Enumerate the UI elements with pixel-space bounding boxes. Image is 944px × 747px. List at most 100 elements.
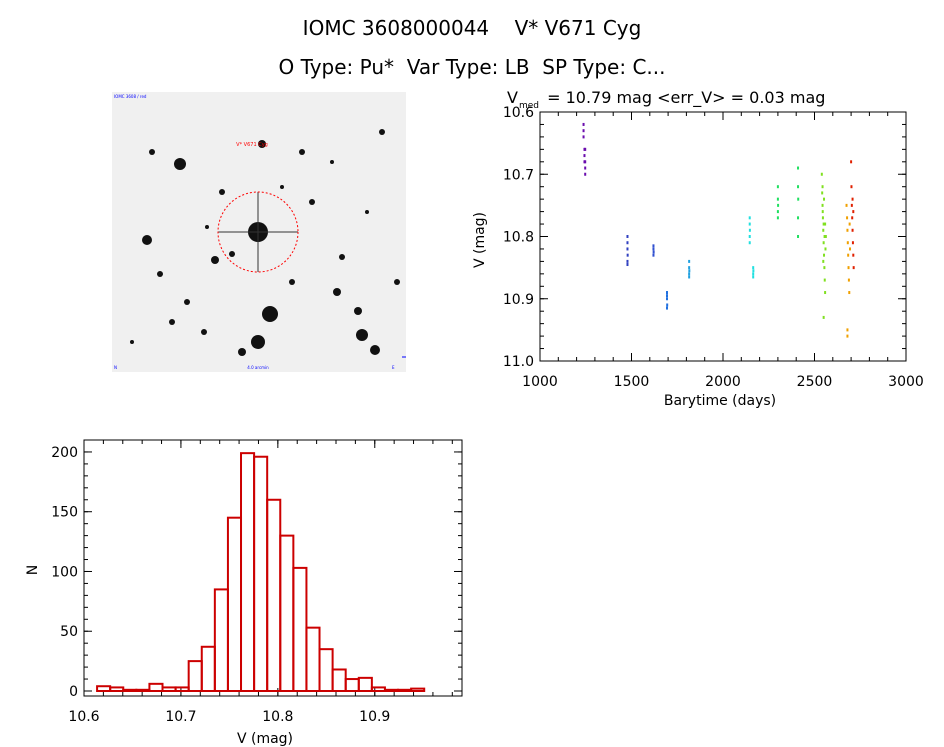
hist-y-axis-label: N bbox=[25, 565, 41, 575]
lc-data-point bbox=[666, 294, 669, 298]
lc-data-point bbox=[752, 266, 755, 270]
hist-frame bbox=[83, 439, 463, 697]
lc-data-point bbox=[823, 197, 826, 201]
lc-x-tick-label: 1500 bbox=[614, 374, 650, 390]
star-mark bbox=[365, 210, 369, 214]
lc-data-point bbox=[824, 235, 827, 238]
hist-bar bbox=[122, 688, 138, 692]
lc-data-point bbox=[748, 228, 751, 232]
hist-bar bbox=[109, 686, 125, 693]
lc-data-point bbox=[748, 235, 751, 238]
hist-y-tick-label: 0 bbox=[69, 684, 78, 700]
lc-axes: 1000 1500 2000 2500 3000 10.6 10.7 10.8 10.9 11.0 bbox=[503, 105, 924, 390]
lc-data-point bbox=[846, 216, 849, 220]
lc-data-point bbox=[626, 253, 629, 257]
lc-data-point bbox=[748, 222, 751, 226]
hist-bar bbox=[240, 452, 256, 692]
star-mark bbox=[251, 335, 265, 349]
lc-data-point bbox=[748, 241, 751, 245]
hist-y-tick-label: 200 bbox=[51, 445, 78, 461]
stamp-orientation-north: N bbox=[114, 365, 117, 370]
lc-data-point bbox=[821, 203, 824, 207]
star-mark bbox=[258, 140, 266, 148]
lc-x-tick-label: 1000 bbox=[522, 374, 558, 390]
hist-bar bbox=[410, 687, 426, 692]
lc-x-tick-label: 2000 bbox=[705, 374, 741, 390]
lc-data-point bbox=[850, 160, 853, 164]
hist-bar bbox=[292, 566, 308, 693]
lc-y-tick-label: 10.8 bbox=[503, 230, 534, 246]
lc-data-point bbox=[848, 222, 851, 226]
lc-data-point bbox=[823, 278, 826, 282]
lc-data-point bbox=[846, 334, 849, 338]
hist-x-tick-label: 10.8 bbox=[262, 709, 293, 725]
lc-data-point bbox=[824, 222, 827, 226]
lc-data-point bbox=[797, 166, 800, 170]
figure-title: IOMC 3608000044 V* V671 Cyg bbox=[302, 16, 642, 40]
star-mark bbox=[330, 160, 334, 164]
lc-data-point bbox=[846, 228, 849, 232]
lc-data-point bbox=[824, 291, 827, 295]
lc-data-point bbox=[688, 275, 691, 279]
lc-data-point bbox=[851, 241, 854, 245]
lc-y-tick-label: 10.9 bbox=[503, 292, 534, 308]
star-mark bbox=[142, 235, 152, 245]
lc-data-point bbox=[582, 135, 585, 139]
lc-data-point bbox=[582, 122, 585, 126]
lc-y-axis-label: V (mag) bbox=[472, 212, 488, 268]
lc-data-point bbox=[847, 266, 850, 270]
star-mark bbox=[370, 345, 380, 355]
lc-y-tick-label: 10.7 bbox=[503, 167, 534, 183]
lc-data-point bbox=[582, 129, 585, 133]
lc-x-axis-label: Barytime (days) bbox=[664, 393, 776, 409]
lc-data-point bbox=[688, 269, 691, 273]
star-mark bbox=[262, 306, 278, 322]
lc-frame bbox=[539, 111, 907, 362]
hist-bar bbox=[253, 455, 269, 692]
lc-data-point bbox=[776, 185, 779, 189]
lc-data-point bbox=[666, 303, 669, 307]
star-mark bbox=[219, 189, 225, 195]
lc-data-point bbox=[652, 244, 655, 248]
star-mark bbox=[289, 279, 295, 285]
lc-data-point bbox=[822, 222, 825, 226]
lc-data-point bbox=[821, 191, 824, 195]
hist-bar bbox=[226, 516, 243, 693]
lc-data-point bbox=[852, 253, 855, 257]
lc-data-point bbox=[752, 275, 755, 279]
star-mark bbox=[354, 307, 362, 315]
hist-y-tick-label: 150 bbox=[51, 505, 78, 521]
lc-title-prefix: V bbox=[507, 88, 518, 107]
stamp-orientation-east: E bbox=[392, 365, 395, 370]
lc-data-point bbox=[820, 172, 823, 176]
hist-bar bbox=[383, 688, 400, 692]
lc-data-point bbox=[849, 247, 852, 251]
star-mark bbox=[309, 199, 315, 205]
star-mark bbox=[157, 271, 163, 277]
lc-data-point bbox=[652, 250, 655, 254]
star-mark bbox=[299, 149, 305, 155]
lc-y-tick-label: 11.0 bbox=[503, 354, 534, 370]
star-mark bbox=[169, 319, 175, 325]
lc-data-point bbox=[822, 315, 825, 319]
star-mark bbox=[356, 329, 368, 341]
lc-data-point bbox=[852, 266, 855, 270]
hist-bar bbox=[318, 648, 334, 693]
hist-bar bbox=[96, 685, 112, 693]
lc-data-point bbox=[797, 197, 800, 201]
hist-bar bbox=[187, 660, 203, 692]
star-mark bbox=[211, 256, 219, 264]
lc-data-point bbox=[821, 216, 824, 220]
hist-y-tick-label: 50 bbox=[60, 624, 78, 640]
lc-data-point bbox=[822, 259, 825, 263]
lc-data-point bbox=[626, 235, 629, 238]
hist-x-axis-label: V (mag) bbox=[237, 731, 293, 747]
lc-data-point bbox=[850, 185, 853, 189]
hist-bar bbox=[357, 676, 373, 692]
lc-data-point bbox=[652, 247, 655, 251]
compass-arrow-icon bbox=[402, 356, 406, 358]
lc-data-point bbox=[821, 210, 824, 214]
sky-image-stamp: V* V671 Cyg IOMC 3608 / red N 4.0 arcmin… bbox=[112, 92, 406, 372]
target-aperture-circle bbox=[217, 191, 299, 273]
lc-data-point bbox=[584, 147, 587, 151]
